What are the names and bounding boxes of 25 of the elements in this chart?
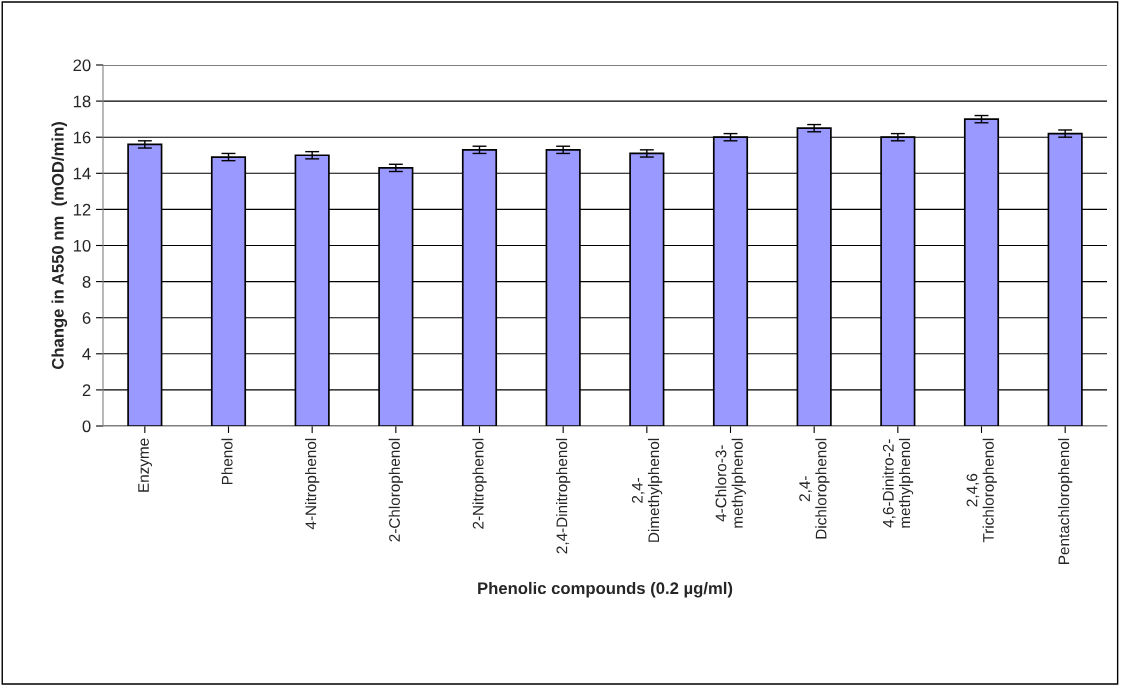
y-tick-label: 12 (73, 203, 91, 216)
x-tick-label: 2,4,6 Trichlorophenol (966, 438, 997, 543)
y-tick-label: 8 (82, 276, 91, 288)
y-tick-label: 2 (82, 384, 91, 396)
y-tick-label: 16 (73, 131, 91, 144)
y-tick-label: 18 (73, 95, 91, 108)
y-tick-label: 10 (73, 239, 91, 252)
y-tick-label: 6 (82, 312, 91, 324)
x-tick-label: Phenol (221, 438, 233, 485)
x-tick-label: 2-Nitrophenol (472, 438, 487, 529)
y-tick-label: 4 (82, 348, 91, 360)
x-tick-label: 4-Chloro-3- methylphenol (715, 438, 746, 528)
x-tick-label: Enzyme (138, 438, 152, 492)
x-tick-label: 4-Nitrophenol (305, 438, 320, 530)
y-tick-label: 0 (82, 420, 91, 433)
y-tick-label: 14 (73, 167, 91, 180)
y-axis-title: Change in A550 nm (mOD/min) (51, 122, 68, 370)
x-tick-label: 4,6-Dinitro-2- methylphenol (882, 438, 914, 528)
x-tick-label: Pentachlorophenol (1058, 438, 1073, 564)
x-tick-label: 2,4- Dimethylphenol (631, 438, 663, 542)
y-tick-label: 20 (73, 59, 91, 72)
x-tick-label: 2-Chlorophenol (388, 438, 403, 542)
x-axis-title: Phenolic compounds (0.2 µg/ml) (478, 581, 733, 598)
x-tick-label: 2,4-Dinitrophenol (556, 438, 571, 554)
x-tick-label: 2,4- Dichlorophenol (799, 438, 830, 539)
